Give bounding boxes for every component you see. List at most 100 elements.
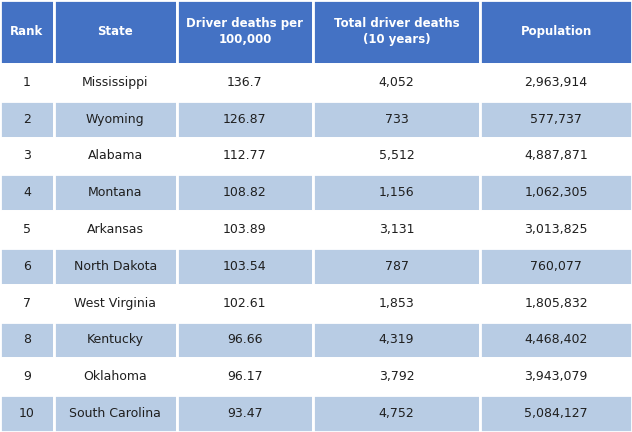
Text: 1,156: 1,156 (379, 186, 415, 199)
Text: 577,737: 577,737 (530, 113, 582, 126)
Text: 4,468,402: 4,468,402 (525, 334, 588, 346)
Bar (313, 211, 480, 248)
Text: 9: 9 (23, 370, 31, 383)
Text: 4,887,871: 4,887,871 (525, 149, 588, 162)
Text: 3,792: 3,792 (379, 370, 415, 383)
Bar (0, 395, 54, 432)
Bar (313, 175, 480, 211)
Bar (313, 285, 480, 321)
Bar (313, 101, 480, 137)
Text: 8: 8 (23, 334, 31, 346)
Bar (54, 359, 177, 395)
Text: 3,943,079: 3,943,079 (525, 370, 588, 383)
Bar (480, 248, 632, 285)
Bar (177, 175, 313, 211)
Bar (480, 101, 632, 137)
Bar (54, 211, 177, 248)
Text: 10: 10 (19, 407, 35, 420)
Text: Oklahoma: Oklahoma (83, 370, 147, 383)
Text: 1,853: 1,853 (379, 297, 415, 310)
Bar (480, 137, 632, 175)
Bar (54, 137, 177, 175)
Bar (480, 211, 632, 248)
Bar (177, 248, 313, 285)
Text: Montana: Montana (88, 186, 143, 199)
Text: West Virginia: West Virginia (75, 297, 156, 310)
Text: 1,805,832: 1,805,832 (525, 297, 588, 310)
Bar (177, 211, 313, 248)
Bar (54, 395, 177, 432)
Text: 4: 4 (23, 186, 31, 199)
Text: 4,752: 4,752 (379, 407, 415, 420)
Bar (313, 64, 480, 101)
Bar (313, 248, 480, 285)
Text: 2,963,914: 2,963,914 (525, 76, 588, 89)
Bar (177, 321, 313, 359)
Text: 5,084,127: 5,084,127 (525, 407, 588, 420)
Text: Population: Population (521, 25, 592, 38)
Text: 1: 1 (23, 76, 31, 89)
Bar (313, 0, 480, 64)
Text: South Carolina: South Carolina (70, 407, 161, 420)
Bar (0, 211, 54, 248)
Bar (54, 175, 177, 211)
Bar (0, 175, 54, 211)
Text: State: State (97, 25, 133, 38)
Bar (313, 359, 480, 395)
Text: 3,131: 3,131 (379, 223, 415, 236)
Bar (0, 359, 54, 395)
Text: Alabama: Alabama (88, 149, 143, 162)
Text: Rank: Rank (10, 25, 44, 38)
Text: 3,013,825: 3,013,825 (525, 223, 588, 236)
Text: 3: 3 (23, 149, 31, 162)
Bar (480, 285, 632, 321)
Bar (177, 285, 313, 321)
Text: 108.82: 108.82 (223, 186, 267, 199)
Text: 93.47: 93.47 (227, 407, 263, 420)
Bar (177, 395, 313, 432)
Text: 136.7: 136.7 (227, 76, 263, 89)
Text: 5: 5 (23, 223, 31, 236)
Text: Kentucky: Kentucky (87, 334, 144, 346)
Bar (480, 321, 632, 359)
Text: 96.66: 96.66 (227, 334, 263, 346)
Text: 733: 733 (385, 113, 408, 126)
Bar (0, 285, 54, 321)
Bar (54, 64, 177, 101)
Text: North Dakota: North Dakota (74, 260, 157, 273)
Bar (0, 321, 54, 359)
Text: 96.17: 96.17 (227, 370, 263, 383)
Text: 103.54: 103.54 (223, 260, 267, 273)
Text: 103.89: 103.89 (223, 223, 267, 236)
Text: 4,319: 4,319 (379, 334, 415, 346)
Text: 4,052: 4,052 (379, 76, 415, 89)
Bar (0, 137, 54, 175)
Bar (0, 101, 54, 137)
Bar (313, 395, 480, 432)
Text: 760,077: 760,077 (530, 260, 582, 273)
Text: 2: 2 (23, 113, 31, 126)
Bar (313, 321, 480, 359)
Bar (0, 248, 54, 285)
Text: 1,062,305: 1,062,305 (525, 186, 588, 199)
Text: Arkansas: Arkansas (87, 223, 144, 236)
Bar (177, 0, 313, 64)
Text: 787: 787 (385, 260, 408, 273)
Bar (54, 321, 177, 359)
Text: Total driver deaths
(10 years): Total driver deaths (10 years) (334, 17, 459, 47)
Bar (480, 175, 632, 211)
Text: 5,512: 5,512 (379, 149, 415, 162)
Bar (177, 137, 313, 175)
Bar (480, 359, 632, 395)
Bar (177, 359, 313, 395)
Bar (54, 285, 177, 321)
Text: Wyoming: Wyoming (86, 113, 145, 126)
Text: Driver deaths per
100,000: Driver deaths per 100,000 (186, 17, 303, 47)
Bar (177, 64, 313, 101)
Bar (0, 0, 54, 64)
Bar (54, 101, 177, 137)
Text: 112.77: 112.77 (223, 149, 267, 162)
Text: 126.87: 126.87 (223, 113, 267, 126)
Bar (480, 395, 632, 432)
Bar (480, 64, 632, 101)
